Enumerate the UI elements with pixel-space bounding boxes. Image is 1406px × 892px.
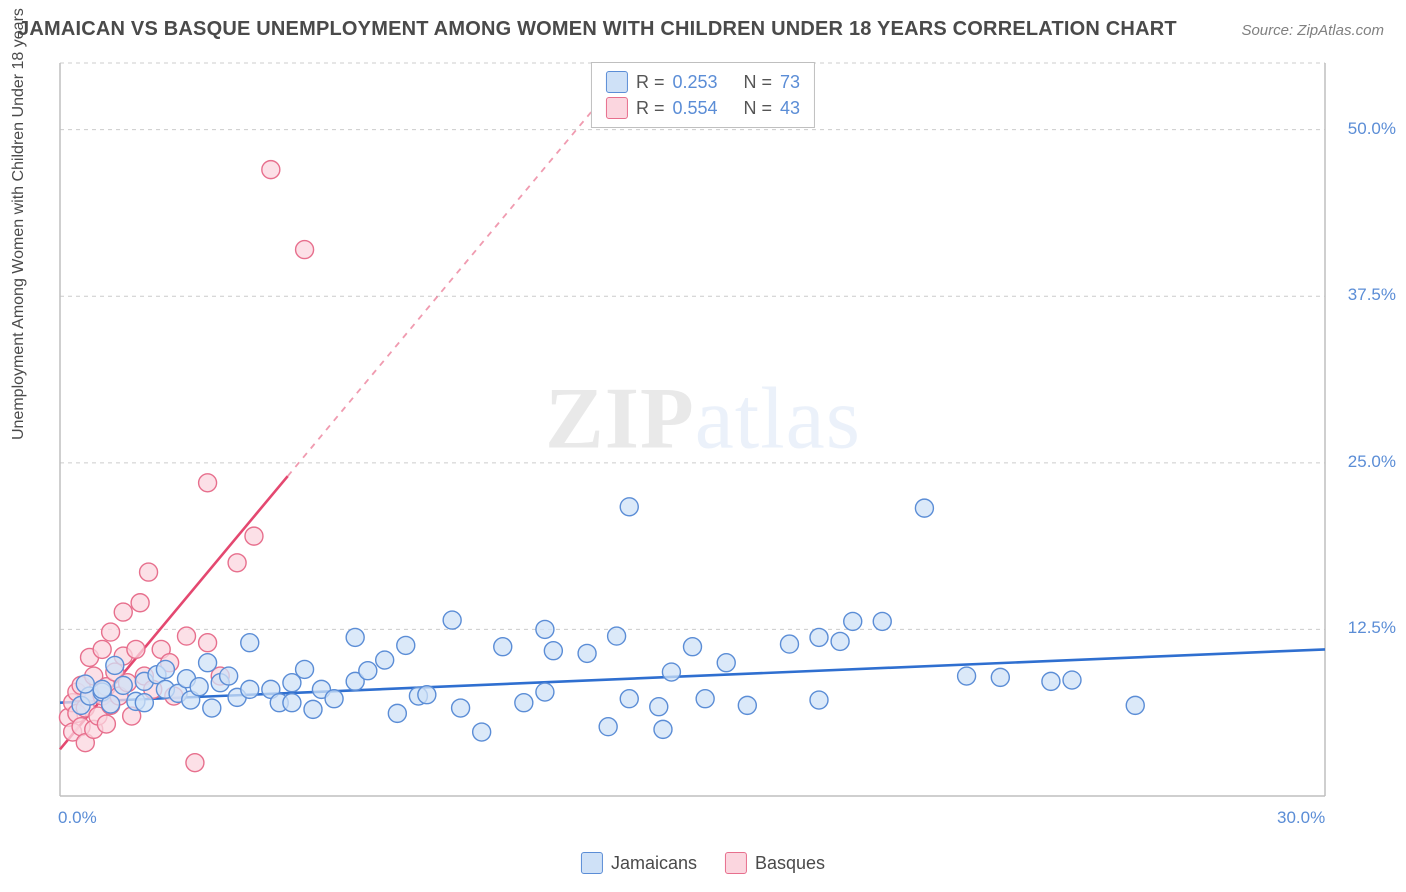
y-tick-label: 50.0%	[1348, 119, 1396, 139]
x-tick-label: 30.0%	[1277, 808, 1325, 828]
y-tick-label: 25.0%	[1348, 452, 1396, 472]
source-label: Source: ZipAtlas.com	[1241, 22, 1384, 39]
stat-n-value: 43	[780, 98, 800, 119]
stat-r-label: R =	[636, 98, 665, 119]
legend-label: Basques	[755, 853, 825, 874]
stat-r-value: 0.253	[672, 72, 717, 93]
y-tick-label: 12.5%	[1348, 618, 1396, 638]
stat-row-basques: R = 0.554 N = 43	[606, 95, 800, 121]
x-tick-label: 0.0%	[58, 808, 97, 828]
stat-swatch-basques	[606, 97, 628, 119]
stat-box: R = 0.253 N = 73 R = 0.554 N = 43	[591, 62, 815, 128]
stat-row-jamaicans: R = 0.253 N = 73	[606, 69, 800, 95]
stat-n-value: 73	[780, 72, 800, 93]
stat-r-value: 0.554	[672, 98, 717, 119]
y-axis-title: Unemployment Among Women with Children U…	[10, 8, 28, 440]
plot-area	[55, 58, 1385, 818]
legend-label: Jamaicans	[611, 853, 697, 874]
legend: Jamaicans Basques	[581, 852, 825, 874]
stat-n-label: N =	[744, 98, 773, 119]
chart-container: JAMAICAN VS BASQUE UNEMPLOYMENT AMONG WO…	[0, 0, 1406, 892]
legend-swatch-basques	[725, 852, 747, 874]
legend-item-basques: Basques	[725, 852, 825, 874]
legend-item-jamaicans: Jamaicans	[581, 852, 697, 874]
stat-swatch-jamaicans	[606, 71, 628, 93]
legend-swatch-jamaicans	[581, 852, 603, 874]
stat-r-label: R =	[636, 72, 665, 93]
plot-svg	[55, 58, 1385, 818]
stat-n-label: N =	[744, 72, 773, 93]
chart-title: JAMAICAN VS BASQUE UNEMPLOYMENT AMONG WO…	[18, 18, 1177, 41]
y-tick-label: 37.5%	[1348, 285, 1396, 305]
